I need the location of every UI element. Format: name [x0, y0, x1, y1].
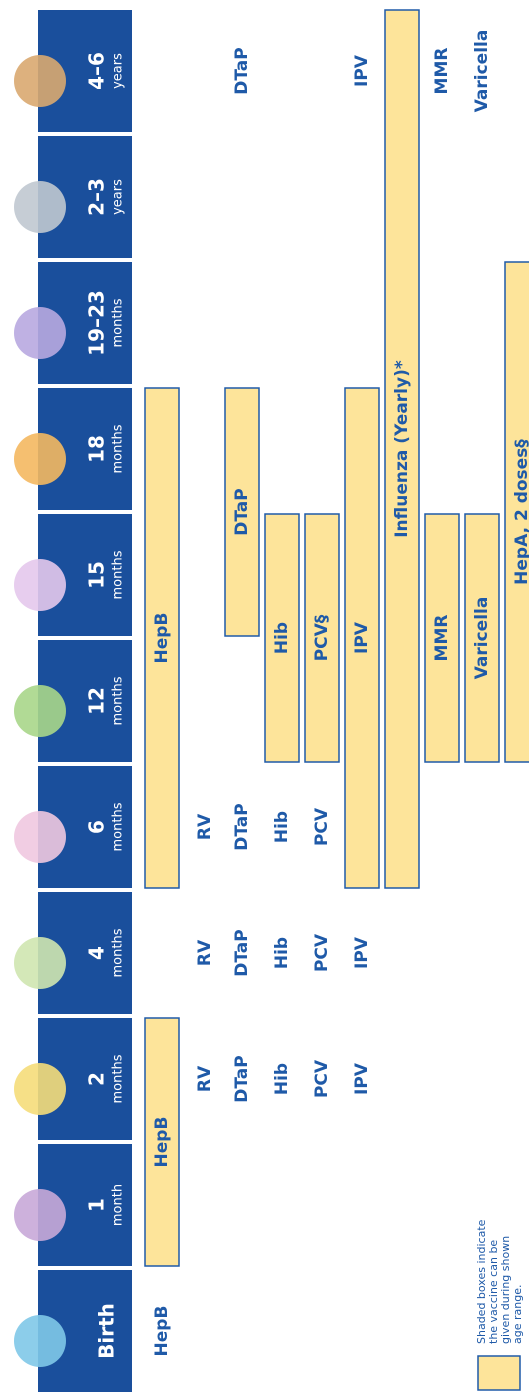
shaded-range: [224, 387, 260, 637]
legend-text: given during shown: [499, 1236, 512, 1344]
age-unit: months: [111, 424, 126, 473]
vaccine-dose: RV: [195, 939, 215, 966]
vaccine-dose: DTaP: [232, 1055, 252, 1102]
age-unit: years: [111, 53, 126, 89]
age-unit: months: [111, 1054, 126, 1103]
vaccine-dose: PCV: [312, 1059, 332, 1098]
vaccine-dose: Hib: [272, 937, 292, 969]
header-cell: [38, 388, 132, 510]
vaccine-label: MMR: [432, 615, 452, 662]
vaccine-dose: DTaP: [232, 929, 252, 976]
vaccine-label: Influenza (Yearly)*: [392, 360, 412, 538]
vaccine-label: HepB: [152, 613, 172, 664]
age-icon: [14, 937, 66, 989]
legend-text: age range.: [511, 1285, 524, 1344]
vaccine-dose: PCV: [312, 807, 332, 846]
age-icon: [14, 1189, 66, 1241]
age-unit: months: [111, 550, 126, 599]
vaccine-dose: DTaP: [232, 803, 252, 850]
header-cell: [38, 136, 132, 258]
age-label: 6: [85, 820, 109, 834]
age-unit: years: [111, 179, 126, 215]
vaccine-dose: PCV: [312, 933, 332, 972]
age-icon: [14, 811, 66, 863]
vaccine-label: HepA, 2 doses§: [512, 439, 529, 585]
shaded-range: [504, 261, 529, 763]
vaccine-dose: RV: [195, 1065, 215, 1092]
vaccine-label: Hib: [272, 622, 292, 654]
vaccine-label: HepB: [152, 1117, 172, 1168]
legend-swatch: [477, 1355, 521, 1391]
age-unit: months: [111, 676, 126, 725]
shaded-range: [144, 1017, 180, 1267]
legend-text: Shaded boxes indicate: [475, 1219, 488, 1344]
age-unit: month: [111, 1184, 126, 1226]
shaded-range: [464, 513, 500, 763]
vaccine-label: Varicella: [472, 597, 492, 680]
vaccine-label: DTaP: [232, 488, 252, 535]
age-icon: [14, 559, 66, 611]
age-label: 4: [85, 946, 109, 960]
shaded-range: [264, 513, 300, 763]
header-cell: [38, 1270, 132, 1392]
age-icon: [14, 685, 66, 737]
shaded-range: [304, 513, 340, 763]
vaccine-dose: RV: [195, 813, 215, 840]
header-cell: [38, 1018, 132, 1140]
header-cell: [38, 640, 132, 762]
header-cell: [38, 262, 132, 384]
age-icon: [14, 181, 66, 233]
age-icon: [14, 55, 66, 107]
vaccine-dose: Hib: [272, 811, 292, 843]
age-label: 18: [85, 435, 109, 463]
age-label: 19–23: [85, 290, 109, 356]
age-label: 2: [85, 1072, 109, 1086]
shaded-range: [384, 9, 420, 889]
age-label: 2–3: [85, 178, 109, 216]
shaded-range: [424, 513, 460, 763]
vaccine-dose: IPV: [352, 936, 372, 969]
vaccine-dose: DTaP: [232, 47, 252, 94]
legend-text: the vaccine can be: [487, 1240, 500, 1344]
header-cell: [38, 10, 132, 132]
vaccine-dose: IPV: [352, 54, 372, 87]
age-icon: [14, 1063, 66, 1115]
age-label: 1: [85, 1198, 109, 1212]
vaccine-label: IPV: [352, 621, 372, 654]
age-icon: [14, 433, 66, 485]
header-cell: [38, 892, 132, 1014]
age-unit: months: [111, 298, 126, 347]
header-cell: [38, 1144, 132, 1266]
vaccine-dose: IPV: [352, 1062, 372, 1095]
shaded-range: [144, 387, 180, 889]
vaccine-dose: HepB: [152, 1306, 172, 1357]
age-unit: months: [111, 802, 126, 851]
vaccine-dose: Varicella: [472, 30, 492, 113]
vaccine-dose: Hib: [272, 1063, 292, 1095]
age-icon: [14, 1315, 66, 1367]
age-label: 15: [85, 561, 109, 589]
vaccine-dose: MMR: [432, 48, 452, 95]
header-cell: [38, 514, 132, 636]
age-label: 4–6: [85, 52, 109, 90]
header-cell: [38, 766, 132, 888]
age-unit: months: [111, 928, 126, 977]
age-label: Birth: [95, 1303, 119, 1359]
shaded-range: [344, 387, 380, 889]
age-icon: [14, 307, 66, 359]
age-label: 12: [85, 687, 109, 715]
vaccine-label: PCV§: [312, 614, 332, 661]
